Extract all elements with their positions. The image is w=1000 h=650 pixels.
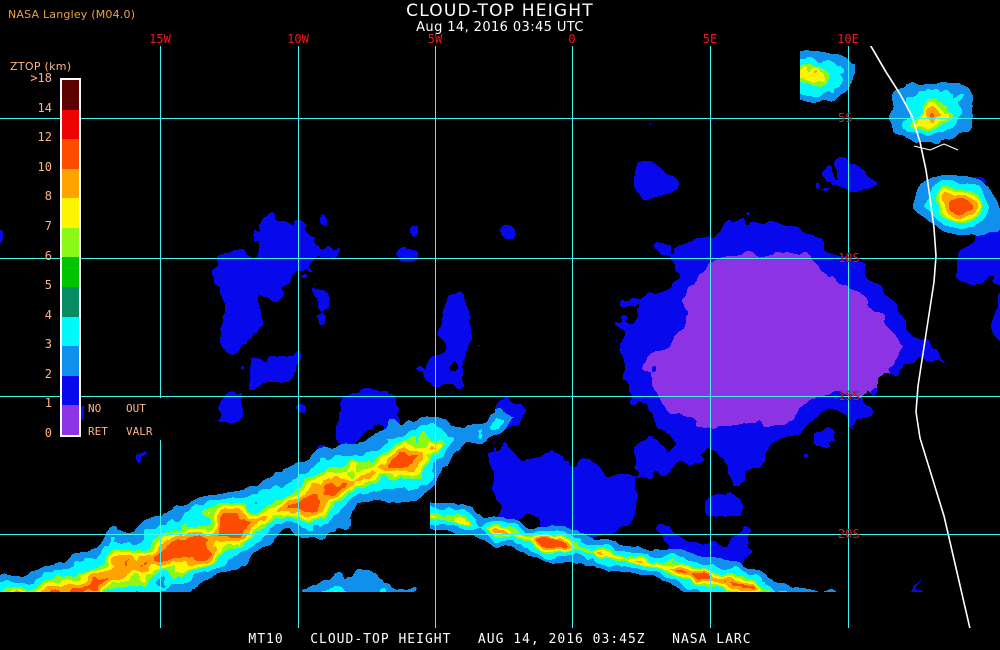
legend-no-return-line2: RET: [88, 425, 108, 438]
colorbar-band-1: [62, 109, 79, 140]
status-timestamp: AUG 14, 2016 03:45Z: [477, 631, 646, 647]
status-product: CLOUD-TOP HEIGHT: [310, 631, 452, 647]
lon-label-5W: 5W: [427, 32, 443, 46]
status-gap-3: [646, 632, 672, 647]
colorbar-band-4: [62, 198, 79, 228]
colorbar-band-8: [62, 316, 79, 347]
lon-label-0: 0: [568, 32, 576, 46]
colorbar-band-7: [62, 287, 79, 317]
page-title: CLOUD-TOP HEIGHT: [406, 1, 594, 21]
colorbar-band-10: [62, 375, 79, 406]
gridline-lon-10W: [298, 46, 299, 628]
satellite-map[interactable]: [0, 46, 1000, 628]
status-bar: MT10 CLOUD-TOP HEIGHT AUG 14, 2016 03:45…: [0, 628, 1000, 650]
colorbar-tick-12: 0: [44, 426, 52, 440]
colorbar-band-11: [62, 405, 79, 435]
colorbar-band-3: [62, 168, 79, 199]
colorbar-tick-10: 2: [44, 366, 52, 381]
gridline-lat-5S: [0, 118, 1000, 119]
gridline-lat-10S: [0, 258, 1000, 259]
gridline-lat-20S: [0, 534, 1000, 535]
legend-out-value-line2: VALR: [126, 425, 153, 438]
lat-label-20S: 20S: [838, 527, 860, 541]
gridline-lat-15S: [0, 396, 1000, 397]
status-source: NASA LARC: [672, 631, 752, 647]
colorbar-band-5: [62, 227, 79, 258]
legend-no-return-line1: NO: [88, 402, 102, 415]
status-gap-2: [451, 632, 477, 647]
gridline-lon-0: [572, 46, 573, 628]
lon-label-5E: 5E: [702, 32, 718, 46]
colorbar-tick-3: 10: [37, 159, 52, 174]
gridline-lon-5E: [710, 46, 711, 628]
colorbar-tick-8: 4: [44, 307, 52, 322]
lon-label-10E: 10E: [837, 32, 859, 46]
colorbar-band-9: [62, 346, 79, 376]
legend-out-value-line1: OUT: [126, 402, 146, 415]
colorbar-tick-6: 6: [44, 248, 52, 263]
lat-label-10S: 10S: [838, 251, 860, 265]
colorbar-tick-5: 7: [44, 218, 52, 233]
colorbar-tick-11: 1: [44, 396, 52, 411]
gridline-lon-5W: [435, 46, 436, 628]
lat-label-15S: 15S: [838, 389, 860, 403]
colorbar-band-6: [62, 257, 79, 288]
colorbar-band-0: [62, 80, 79, 110]
colorbar-tick-9: 3: [44, 337, 52, 352]
special-value-legend: NO OUT RET VALR: [84, 398, 170, 440]
lon-label-15W: 15W: [149, 32, 171, 46]
colorbar-tick-2: 12: [37, 130, 52, 145]
colorbar-tick-1: 14: [37, 100, 52, 115]
colorbar-tick-0: >18: [30, 71, 52, 85]
colorbar-title: ZTOP (km): [10, 60, 72, 73]
status-gap-1: [284, 632, 310, 647]
gridline-lon-10E: [848, 46, 849, 628]
gridline-lon-15W: [160, 46, 161, 628]
lon-label-10W: 10W: [287, 32, 309, 46]
colorbar-tick-4: 8: [44, 189, 52, 204]
colorbar-band-2: [62, 139, 79, 169]
lat-label-5S: 5S: [838, 111, 853, 125]
colorbar-tick-7: 5: [44, 278, 52, 293]
status-instrument: MT10: [248, 631, 284, 647]
agency-label: NASA Langley (M04.0): [8, 8, 136, 21]
title-block: CLOUD-TOP HEIGHT Aug 14, 2016 03:45 UTC: [0, 0, 1000, 36]
colorbar[interactable]: [60, 78, 81, 437]
cloud-top-height-raster[interactable]: [0, 46, 1000, 628]
